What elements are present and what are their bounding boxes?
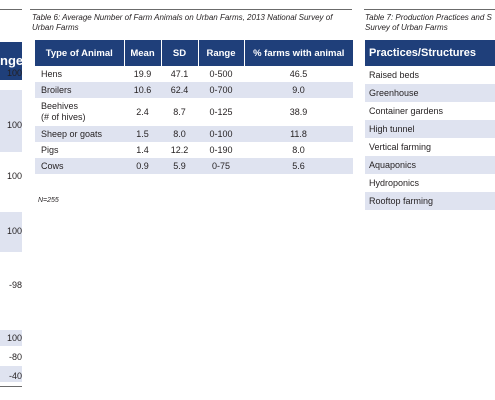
table-cell: Greenhouse xyxy=(365,84,495,102)
table-cell: 47.1 xyxy=(170,69,189,79)
table-cell: 0-190 xyxy=(209,145,233,155)
table-cell: Hydroponics xyxy=(369,178,420,188)
table-row: Hens 19.9 47.1 0-500 46.5 xyxy=(35,66,353,82)
table-row: Raised beds xyxy=(365,66,495,84)
left-value: 100 xyxy=(6,120,22,130)
left-value: 100 xyxy=(6,226,22,236)
left-row-band xyxy=(0,90,22,152)
table-row: Sheep or goats 1.5 8.0 0-100 11.8 xyxy=(35,126,353,142)
table-row: Container gardens xyxy=(365,102,495,120)
table-cell: 2.4 xyxy=(136,106,149,117)
table6-col-header: % farms with animal xyxy=(244,40,353,66)
table6-caption: Table 6: Average Number of Farm Animals … xyxy=(32,13,333,32)
table-cell: Rooftop farming xyxy=(365,192,495,210)
top-rule-table7 xyxy=(364,9,495,10)
table-cell: 0-100 xyxy=(198,126,244,142)
table-row: High tunnel xyxy=(365,120,495,138)
table-cell: 12.2 xyxy=(170,145,189,155)
table6-col-header: Type of Animal xyxy=(35,40,125,66)
table-row: Pigs 1.4 12.2 0-190 8.0 xyxy=(35,142,353,158)
left-row-band xyxy=(0,366,22,382)
table7-clip: Practices/Structures Raised beds Greenho… xyxy=(365,40,495,220)
table-cell: 9.0 xyxy=(244,82,353,98)
table-row: Rooftop farming xyxy=(365,192,495,210)
table7-caption: Table 7: Production Practices and S Surv… xyxy=(365,13,492,32)
table-cell: 62.4 xyxy=(161,82,198,98)
table-cell: High tunnel xyxy=(365,120,495,138)
table-cell: Aquaponics xyxy=(365,156,495,174)
table-cell: 1.4 xyxy=(136,145,149,155)
table7-header-row: Practices/Structures xyxy=(365,40,495,66)
top-rule-table6 xyxy=(30,9,352,10)
table-cell: 11.8 xyxy=(244,126,353,142)
table-cell: 0-125 xyxy=(209,106,233,117)
table-cell: Pigs xyxy=(41,145,59,155)
bottom-rule-left xyxy=(0,386,22,387)
table-row: Hydroponics xyxy=(365,174,495,192)
table-cell: 0-75 xyxy=(198,158,244,174)
table-row: Beehives (# of hives) 2.4 8.7 0-125 38.9 xyxy=(35,98,353,126)
table6-header-row: Type of Animal Mean SD Range % farms wit… xyxy=(35,40,353,66)
table7: Practices/Structures Raised beds Greenho… xyxy=(365,40,495,210)
table-cell: Container gardens xyxy=(369,106,444,116)
table6-col-header: Range xyxy=(198,40,245,66)
table-cell: Hens xyxy=(41,69,63,79)
table6-note: N=255 xyxy=(38,197,59,204)
table-cell: 5.9 xyxy=(161,158,198,174)
table-cell: 8.0 xyxy=(161,126,198,142)
table6: Type of Animal Mean SD Range % farms wit… xyxy=(35,40,353,174)
left-value: 100 xyxy=(6,333,22,343)
table-row: Broilers 10.6 62.4 0-700 9.0 xyxy=(35,82,353,98)
table-cell: Beehives (# of hives) xyxy=(41,101,86,122)
table6-col-header: SD xyxy=(161,40,199,66)
left-value: 100 xyxy=(6,68,22,78)
table-cell: 8.7 xyxy=(173,106,186,117)
table-cell: Broilers xyxy=(35,82,124,98)
left-value: -80 xyxy=(8,352,22,362)
table-cell: 38.9 xyxy=(289,106,308,117)
table6-col-header: Mean xyxy=(124,40,162,66)
table-cell: Vertical farming xyxy=(369,142,432,152)
table-cell: 5.6 xyxy=(244,158,353,174)
table-cell: 0-500 xyxy=(209,69,233,79)
table-row: Vertical farming xyxy=(365,138,495,156)
table-row: Aquaponics xyxy=(365,156,495,174)
left-table-header: nge xyxy=(0,42,22,80)
top-rule-left xyxy=(0,9,22,10)
table-cell: Cows xyxy=(35,158,124,174)
left-value: 100 xyxy=(6,171,22,181)
table-cell: 0-700 xyxy=(198,82,244,98)
left-value: -40 xyxy=(8,371,22,381)
table-cell: Sheep or goats xyxy=(35,126,124,142)
left-value: -98 xyxy=(8,280,22,290)
table-cell: Raised beds xyxy=(369,70,420,80)
table-cell: 19.9 xyxy=(133,69,152,79)
table-cell: 1.5 xyxy=(124,126,161,142)
left-row-band xyxy=(0,212,22,252)
table-cell: 0.9 xyxy=(124,158,161,174)
table7-col-header: Practices/Structures xyxy=(365,40,495,66)
left-row-band xyxy=(0,330,22,346)
table-cell: 46.5 xyxy=(289,69,308,79)
table-row: Greenhouse xyxy=(365,84,495,102)
table-row: Cows 0.9 5.9 0-75 5.6 xyxy=(35,158,353,174)
left-header-label: nge xyxy=(0,53,22,68)
table-cell: 8.0 xyxy=(292,145,305,155)
table-cell: 10.6 xyxy=(124,82,161,98)
